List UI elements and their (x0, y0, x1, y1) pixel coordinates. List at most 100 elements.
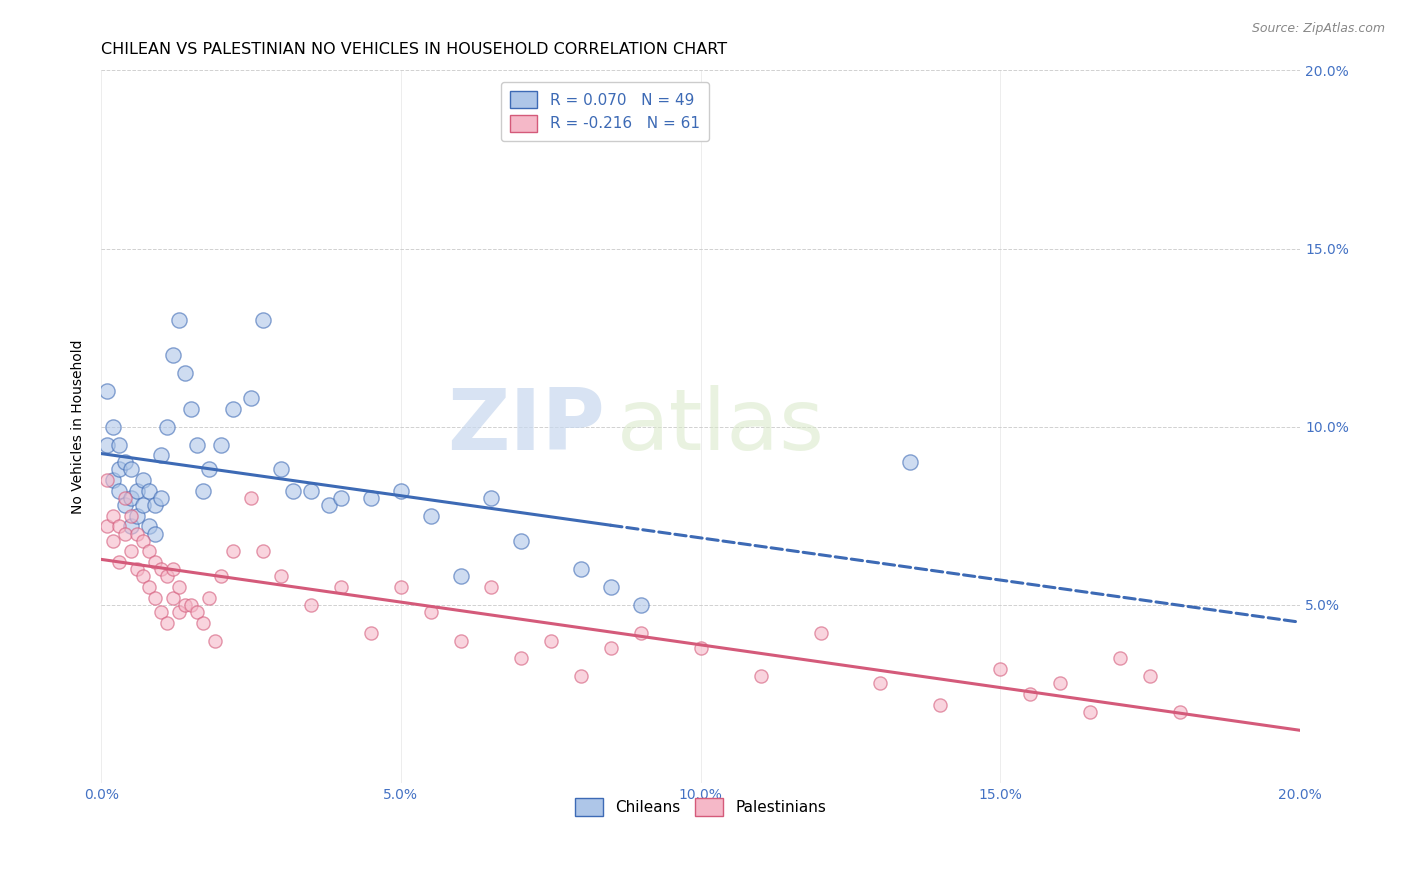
Point (120, 519, 142, 533)
Point (198, 591, 221, 605)
Point (209, 569, 232, 583)
Point (252, 544, 274, 558)
Point (180, 598, 202, 612)
Point (156, 615, 179, 630)
Point (150, 448, 173, 462)
Point (143, 555, 166, 569)
Point (96, 519, 118, 533)
Point (108, 519, 131, 533)
Point (569, 562, 592, 576)
Point (167, 580, 190, 594)
Point (1078, 705, 1101, 719)
Point (150, 562, 173, 576)
Point (132, 473, 155, 487)
Point (330, 491, 353, 505)
Point (281, 483, 304, 498)
Point (167, 605, 190, 619)
Point (198, 462, 221, 476)
Point (222, 401, 245, 416)
Point (389, 483, 412, 498)
Point (509, 533, 531, 548)
Point (156, 419, 179, 434)
Point (162, 349, 184, 363)
Point (299, 598, 322, 612)
Point (929, 698, 952, 712)
Point (191, 615, 214, 630)
Point (540, 633, 562, 648)
Point (96, 437, 118, 451)
Point (360, 626, 382, 640)
Point (180, 401, 202, 416)
Point (360, 491, 382, 505)
Point (103, 508, 125, 523)
Point (988, 662, 1011, 676)
Point (132, 569, 155, 583)
Point (630, 598, 652, 612)
Point (419, 508, 441, 523)
Point (599, 580, 621, 594)
Point (240, 391, 263, 405)
Point (569, 669, 592, 683)
Point (1109, 651, 1132, 665)
Point (132, 533, 155, 548)
Point (509, 651, 531, 665)
Point (810, 626, 832, 640)
Point (1049, 676, 1071, 690)
Point (138, 483, 160, 498)
Point (103, 533, 125, 548)
Point (162, 562, 184, 576)
Text: CHILEAN VS PALESTINIAN NO VEHICLES IN HOUSEHOLD CORRELATION CHART: CHILEAN VS PALESTINIAN NO VEHICLES IN HO… (101, 42, 727, 57)
Point (96, 473, 118, 487)
Point (749, 669, 772, 683)
Text: ZIP: ZIP (447, 385, 605, 468)
Point (174, 366, 197, 380)
Point (479, 580, 502, 594)
Point (108, 437, 131, 451)
Point (127, 508, 149, 523)
Point (138, 519, 160, 533)
Point (138, 544, 160, 558)
Point (156, 569, 179, 583)
Point (114, 491, 136, 505)
Point (167, 313, 190, 327)
Point (450, 633, 472, 648)
Point (318, 498, 340, 512)
Point (252, 313, 274, 327)
Point (186, 605, 208, 619)
Point (127, 562, 149, 576)
Point (138, 580, 160, 594)
Point (108, 483, 131, 498)
Point (222, 544, 245, 558)
Point (479, 491, 502, 505)
Point (270, 569, 292, 583)
Point (143, 526, 166, 541)
Point (114, 498, 136, 512)
Text: atlas: atlas (617, 385, 825, 468)
Point (186, 437, 208, 451)
Point (1139, 669, 1161, 683)
Point (120, 491, 142, 505)
Point (120, 462, 142, 476)
Point (127, 483, 149, 498)
Point (689, 640, 711, 655)
Point (174, 598, 197, 612)
Point (389, 580, 412, 594)
Point (143, 591, 166, 605)
Point (108, 555, 131, 569)
Y-axis label: No Vehicles in Household: No Vehicles in Household (72, 340, 86, 514)
Point (120, 508, 142, 523)
Point (204, 633, 226, 648)
Point (869, 676, 891, 690)
Point (299, 483, 322, 498)
Point (330, 580, 353, 594)
Text: Source: ZipAtlas.com: Source: ZipAtlas.com (1251, 22, 1385, 36)
Point (900, 455, 922, 469)
Point (120, 544, 142, 558)
Point (240, 491, 263, 505)
Point (114, 455, 136, 469)
Point (419, 605, 441, 619)
Point (132, 498, 155, 512)
Point (96, 384, 118, 398)
Point (103, 473, 125, 487)
Point (114, 526, 136, 541)
